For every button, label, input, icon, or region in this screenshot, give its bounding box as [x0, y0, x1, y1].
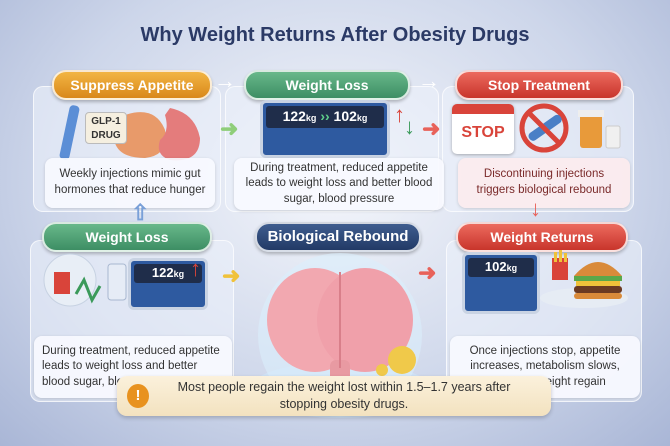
arrow-right-icon: ➜ — [422, 116, 441, 141]
step-weight-loss: Weight Loss — [244, 70, 410, 100]
step-suppress-appetite: Suppress Appetite — [52, 70, 212, 100]
arrow-up-icon: ↑ — [394, 102, 405, 127]
stop-calendar: STOP — [452, 104, 514, 154]
arrow-right-icon: ➜ — [220, 116, 239, 141]
arrow-up-icon: ⇧ — [131, 200, 150, 225]
burger-fries-icon — [540, 250, 628, 308]
step-description: Weekly injections mimic gut hormones tha… — [45, 158, 215, 208]
weight-value: 122 — [151, 265, 174, 280]
weight-value: 102 — [484, 259, 507, 274]
arrow-up-icon: ↑ — [190, 256, 201, 281]
arrow-down-icon: ↓ — [404, 114, 415, 139]
step-biological-rebound: Biological Rebound — [255, 222, 421, 252]
callout-text: Most people regain the weight lost withi… — [177, 379, 511, 412]
scale-display: 122kg — [134, 264, 202, 283]
arrow-right-icon: ➜ — [418, 260, 437, 285]
step-weight-returns: Weight Returns — [456, 222, 628, 252]
unit: kg — [356, 113, 368, 123]
arrow-right-icon: → — [418, 68, 440, 93]
scale-icon: 122kg — [128, 258, 208, 310]
weight-from: 122 — [282, 108, 306, 124]
page-title: Why Weight Returns After Obesity Drugs — [140, 24, 530, 46]
injection-pen-stomach-illustration — [59, 105, 200, 161]
weight-to: 102 — [333, 108, 357, 124]
glp1-drug-label: GLP-1 DRUG — [85, 112, 127, 144]
scale-icon: 122kg ›› 102kg — [260, 100, 390, 158]
unit: kg — [506, 263, 518, 273]
step-stop-treatment: Stop Treatment — [455, 70, 623, 100]
unit: kg — [305, 113, 317, 123]
scale-display: 102kg — [468, 258, 534, 277]
step-weight-loss-bottom: Weight Loss — [42, 222, 212, 252]
arrow-right-icon: → — [214, 68, 236, 93]
step-description: During treatment, reduced appetite leads… — [234, 158, 444, 210]
scale-display: 122kg ›› 102kg — [266, 106, 384, 128]
arrow-down-icon: ↓ — [530, 196, 541, 221]
exclamation-icon: ! — [127, 384, 149, 408]
unit: kg — [173, 269, 185, 279]
step-description: Discontinuing injections triggers biolog… — [458, 158, 630, 208]
scale-icon: 102kg — [462, 252, 540, 314]
health-chart-icon — [43, 253, 127, 307]
no-injection-medicine-icon — [519, 103, 621, 153]
arrow-right-icon: ➜ — [222, 263, 241, 288]
callout-note: ! Most people regain the weight lost wit… — [117, 376, 551, 416]
